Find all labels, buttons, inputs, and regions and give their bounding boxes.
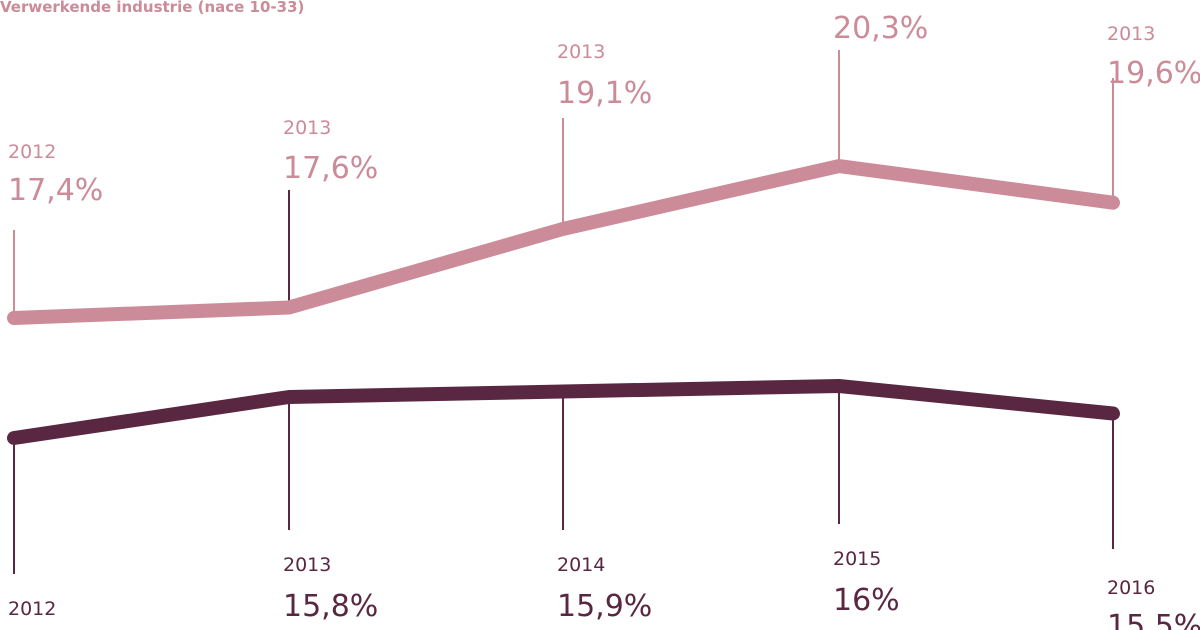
value-label: 15,8% — [283, 589, 378, 624]
series-line — [7, 159, 1120, 325]
value-label: 20,3% — [833, 11, 928, 46]
value-label: 19,1% — [557, 76, 652, 111]
year-label: 2013 — [283, 554, 331, 576]
year-label: 2014 — [557, 554, 605, 576]
chart-title: Verwerkende industrie (nace 10-33) — [0, 0, 304, 16]
year-label: 2013 — [1107, 23, 1155, 45]
year-label: 2013 — [557, 41, 605, 63]
year-label: 2012 — [8, 598, 56, 620]
year-label: 2013 — [283, 117, 331, 139]
value-label: 17,4% — [8, 173, 103, 208]
series-line — [7, 379, 1120, 445]
series-upper: 2012 17,4% 2013 17,6% 2013 19,1% 20,3% 2013 19,6… — [7, 11, 1200, 325]
value-label: 16% — [833, 583, 900, 618]
year-label: 2012 — [8, 141, 56, 163]
value-label: 15,9% — [557, 589, 652, 624]
value-label: 19,6% — [1107, 56, 1200, 91]
year-label: 2016 — [1107, 577, 1155, 599]
series-lower: 2012 2013 15,8% 2014 15,9% 2015 16% 2016 15,5% — [7, 379, 1200, 630]
value-label: 17,6% — [283, 151, 378, 186]
value-label: 15,5% — [1107, 609, 1200, 630]
year-label: 2015 — [833, 548, 881, 570]
